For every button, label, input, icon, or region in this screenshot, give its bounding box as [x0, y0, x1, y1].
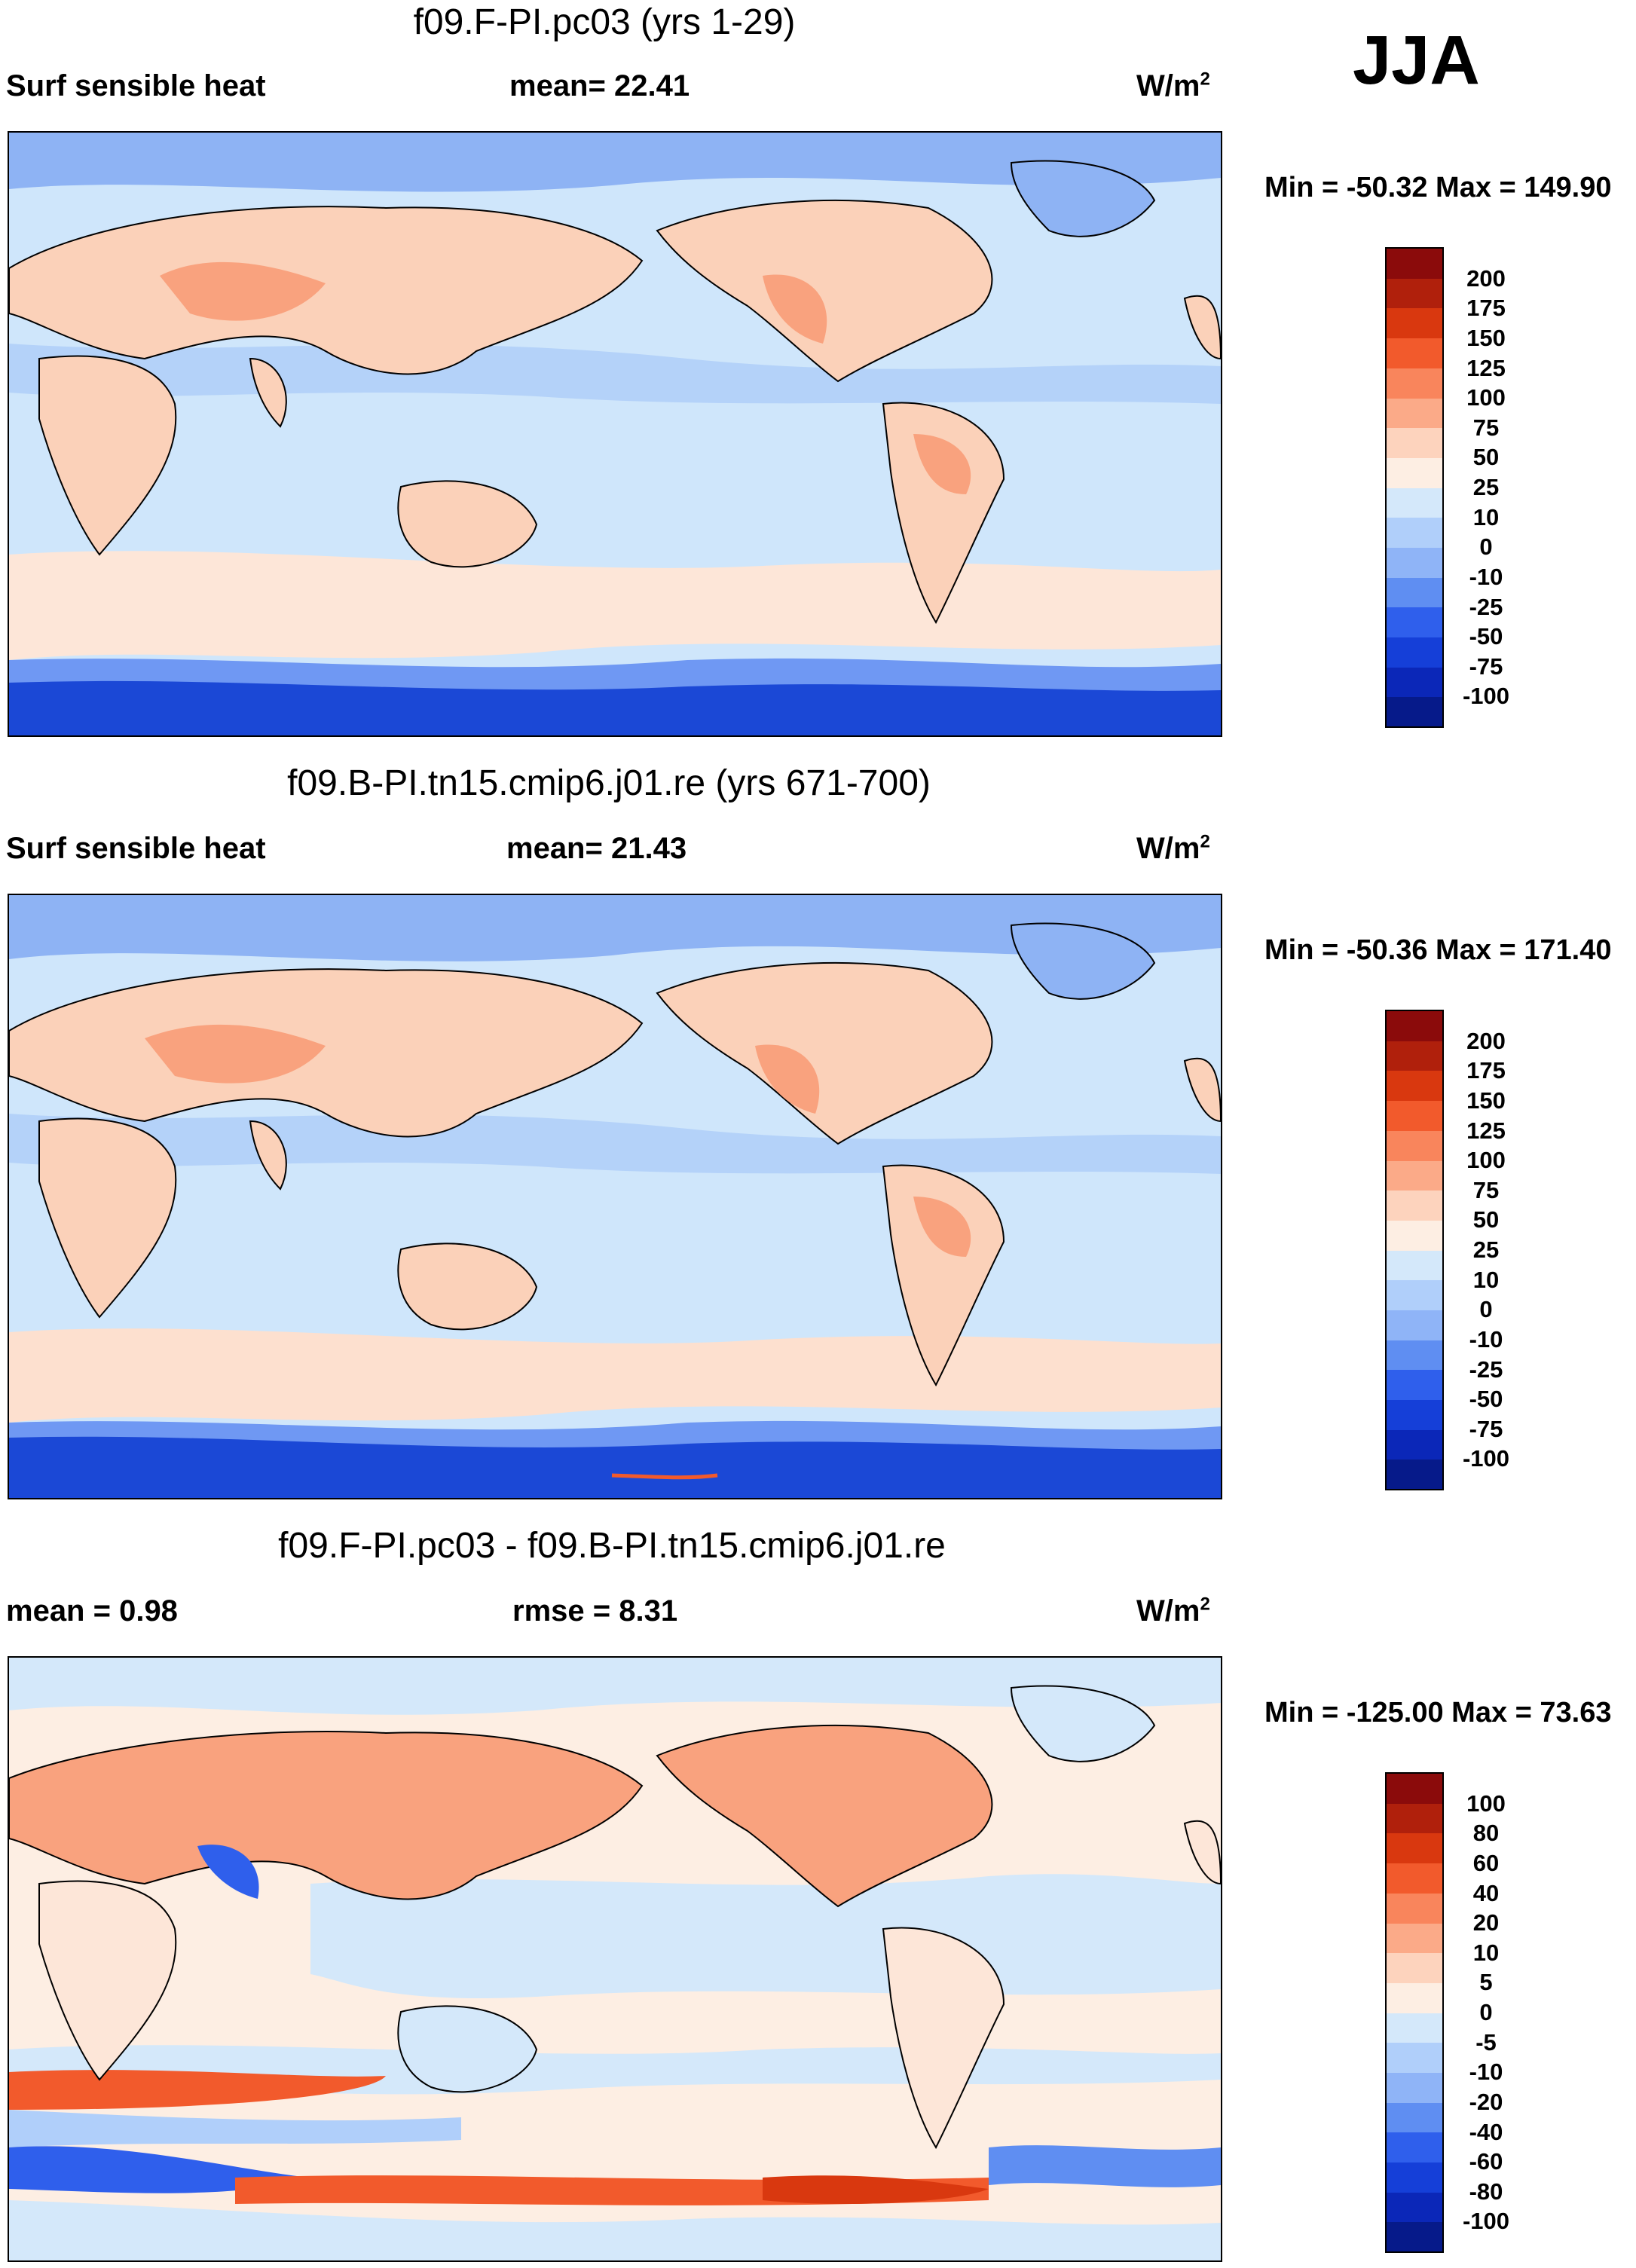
- colorbar-2-tick-label: 10: [1472, 1266, 1500, 1293]
- season-label: JJA: [1353, 22, 1480, 99]
- panel-2-map: [8, 894, 1222, 1499]
- colorbar-1-tick-label: -75: [1469, 653, 1503, 680]
- colorbar-3-tick-label: -40: [1469, 2118, 1503, 2145]
- colorbar-1-tick-label: 10: [1472, 503, 1500, 530]
- colorbar-1-tick-label: -25: [1469, 593, 1503, 620]
- panel-1-title: f09.F-PI.pc03 (yrs 1-29): [413, 2, 796, 42]
- colorbar-2-tick-label: 25: [1472, 1236, 1500, 1263]
- colorbar-2-tick-label: 75: [1472, 1176, 1500, 1203]
- panel-3-min-max: Min = -125.00 Max = 73.63: [1264, 1697, 1612, 1729]
- colorbar-1-tick-label: -100: [1462, 683, 1510, 710]
- colorbar-3-tick-label: 0: [1479, 1999, 1493, 2025]
- colorbar-2-tick-label: 150: [1466, 1087, 1506, 1114]
- panel-1-min-max: Min = -50.32 Max = 149.90: [1264, 172, 1612, 203]
- colorbar-2-tick-label: -75: [1469, 1415, 1503, 1442]
- colorbar-3-tick-label: 5: [1479, 1969, 1493, 1996]
- colorbar-3-tick-label: 60: [1472, 1849, 1500, 1876]
- colorbar-1-tick-label: -50: [1469, 623, 1503, 650]
- colorbar-1-tick-label: 150: [1466, 324, 1506, 351]
- panel-2-title: f09.B-PI.tn15.cmip6.j01.re (yrs 671-700): [287, 763, 931, 803]
- colorbar-3-tick-label: -100: [1462, 2208, 1510, 2235]
- panel-3-map: [8, 1656, 1222, 2262]
- panel-2-min-max: Min = -50.36 Max = 171.40: [1264, 934, 1612, 966]
- colorbar-3-tick-label: 10: [1472, 1939, 1500, 1966]
- panel-3-units: W/m2: [1136, 1594, 1210, 1628]
- panel-3-colorbar: [1385, 1772, 1444, 2253]
- panel-1-colorbar: [1385, 247, 1444, 728]
- panel-2-mean-label: mean= 21.43: [506, 832, 687, 865]
- colorbar-1-tick-label: 0: [1479, 533, 1493, 561]
- colorbar-2-tick-label: -25: [1469, 1356, 1503, 1383]
- panel-3-title: f09.F-PI.pc03 - f09.B-PI.tn15.cmip6.j01.…: [278, 1526, 946, 1566]
- panel-1-map: [8, 131, 1222, 737]
- colorbar-3-tick-label: 100: [1466, 1790, 1506, 1817]
- colorbar-3-tick-label: -10: [1469, 2059, 1503, 2086]
- colorbar-1-tick-label: 25: [1472, 474, 1500, 500]
- colorbar-3-tick-label: 80: [1472, 1820, 1500, 1847]
- colorbar-3-tick-label: -80: [1469, 2178, 1503, 2205]
- colorbar-1-tick-label: -10: [1469, 563, 1503, 590]
- panel-1-units: W/m2: [1136, 69, 1210, 102]
- colorbar-2-tick-label: 125: [1466, 1117, 1506, 1144]
- colorbar-3-tick-label: -60: [1469, 2148, 1503, 2175]
- colorbar-2-tick-label: 200: [1466, 1027, 1506, 1054]
- panel-1-field-label: Surf sensible heat: [6, 69, 266, 102]
- colorbar-2-tick-label: 50: [1472, 1206, 1500, 1233]
- colorbar-2-tick-label: 175: [1466, 1057, 1506, 1084]
- panel-3-mean-label: mean = 0.98: [6, 1594, 178, 1628]
- colorbar-2-tick-label: 0: [1479, 1296, 1493, 1323]
- panel-3-rmse-label: rmse = 8.31: [512, 1594, 678, 1628]
- panel-2-colorbar: [1385, 1010, 1444, 1490]
- colorbar-1-tick-label: 125: [1466, 354, 1506, 381]
- colorbar-1-tick-label: 175: [1466, 295, 1506, 322]
- colorbar-3-tick-label: 20: [1472, 1909, 1500, 1936]
- colorbar-2-tick-label: -50: [1469, 1386, 1503, 1413]
- colorbar-2-tick-label: -10: [1469, 1325, 1503, 1353]
- colorbar-2-tick-label: -100: [1462, 1445, 1510, 1472]
- panel-1-mean-label: mean= 22.41: [509, 69, 690, 102]
- colorbar-1-tick-label: 50: [1472, 444, 1500, 471]
- colorbar-1-tick-label: 100: [1466, 384, 1506, 411]
- colorbar-3-tick-label: 40: [1472, 1879, 1500, 1906]
- colorbar-3-tick-label: -20: [1469, 2088, 1503, 2115]
- panel-2-units: W/m2: [1136, 831, 1210, 865]
- panel-2-field-label: Surf sensible heat: [6, 832, 266, 865]
- colorbar-1-tick-label: 75: [1472, 414, 1500, 441]
- colorbar-1-tick-label: 200: [1466, 264, 1506, 292]
- colorbar-3-tick-label: -5: [1475, 2028, 1497, 2056]
- colorbar-2-tick-label: 100: [1466, 1147, 1506, 1174]
